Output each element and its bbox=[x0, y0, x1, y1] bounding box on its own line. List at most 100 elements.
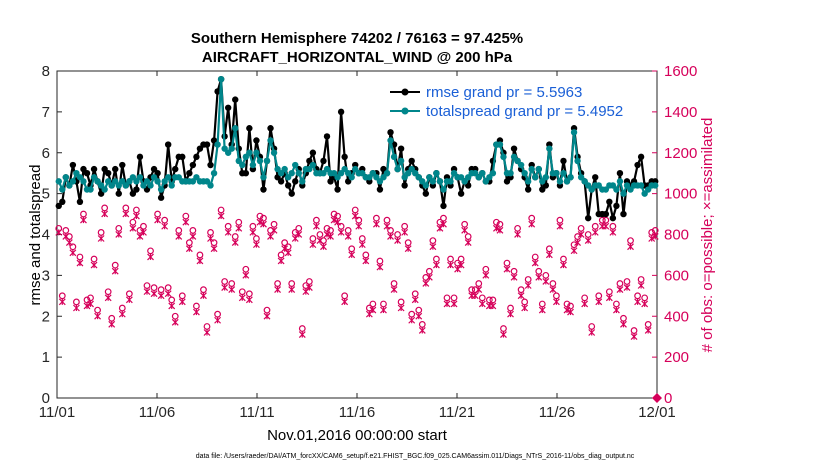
spread-point bbox=[80, 178, 87, 185]
obs-assimilated-marker bbox=[627, 243, 634, 251]
obs-assimilated-marker bbox=[560, 261, 567, 269]
obs-possible-marker bbox=[538, 300, 546, 308]
obs-possible-marker bbox=[595, 292, 603, 300]
y-tick-label-left: 7 bbox=[42, 104, 50, 121]
rmse-point bbox=[133, 186, 140, 193]
plot-frame bbox=[56, 70, 658, 399]
spread-point bbox=[281, 165, 288, 173]
obs-possible-marker bbox=[496, 220, 504, 228]
obs-assimilated-marker bbox=[496, 226, 504, 234]
obs-assimilated-marker bbox=[422, 280, 430, 287]
obs-possible-marker bbox=[574, 233, 581, 240]
obs-possible-marker bbox=[161, 216, 169, 224]
rmse-point bbox=[592, 174, 599, 181]
rmse-point bbox=[119, 161, 126, 169]
spread-point bbox=[270, 149, 278, 156]
spread-point bbox=[228, 145, 235, 152]
spread-point bbox=[535, 165, 542, 173]
rmse-point bbox=[59, 198, 66, 205]
obs-assimilated-marker bbox=[440, 220, 447, 228]
obs-assimilated-marker bbox=[185, 245, 193, 253]
obs-possible-marker bbox=[373, 214, 380, 222]
obs-possible-marker bbox=[253, 235, 260, 242]
obs-assimilated-marker bbox=[641, 300, 649, 308]
x-tick-label: 11/11 bbox=[239, 404, 274, 421]
obs-possible-marker bbox=[404, 239, 412, 247]
obs-assimilated-marker bbox=[80, 216, 87, 224]
obs-possible-marker bbox=[83, 296, 91, 304]
rmse-point bbox=[401, 182, 408, 189]
spread-point bbox=[62, 174, 70, 181]
rmse-point bbox=[616, 169, 624, 177]
obs-assimilated-marker bbox=[609, 228, 617, 236]
obs-assimilated-marker bbox=[122, 210, 130, 218]
obs-possible-marker bbox=[270, 220, 278, 228]
obs-assimilated-marker bbox=[401, 228, 409, 236]
obs-assimilated-marker bbox=[143, 288, 151, 296]
obs-assimilated-marker bbox=[651, 233, 659, 240]
obs-possible-marker bbox=[454, 259, 461, 267]
spread-point bbox=[157, 186, 165, 193]
obs-assimilated-marker bbox=[320, 243, 327, 251]
obs-assimilated-marker bbox=[94, 312, 102, 320]
rmse-point bbox=[457, 190, 465, 197]
spread-point bbox=[299, 178, 306, 185]
rmse-point bbox=[83, 169, 91, 177]
obs-possible-marker bbox=[510, 267, 518, 275]
obs-possible-marker bbox=[231, 233, 239, 240]
obs-assimilated-marker bbox=[447, 261, 454, 269]
series-lines bbox=[55, 75, 659, 222]
y-tick-label-left: 5 bbox=[42, 186, 50, 203]
obs-possible-marker bbox=[563, 300, 571, 308]
obs-possible-marker bbox=[570, 241, 578, 249]
obs-assimilated-marker bbox=[637, 282, 645, 289]
obs-possible-marker bbox=[493, 218, 500, 226]
rmse-point bbox=[189, 161, 197, 169]
obs-assimilated-marker bbox=[132, 212, 140, 220]
obs-possible-marker bbox=[214, 310, 221, 318]
spread-point bbox=[239, 161, 246, 169]
spread-point bbox=[479, 169, 486, 177]
rmse-point bbox=[224, 104, 232, 111]
obs-possible-marker bbox=[362, 251, 370, 259]
spread-point bbox=[394, 165, 401, 173]
rmse-point bbox=[440, 202, 447, 210]
obs-possible-marker bbox=[602, 216, 610, 224]
obs-possible-marker bbox=[228, 280, 236, 287]
obs-assimilated-marker bbox=[274, 286, 282, 294]
legend: rmse grand pr = 5.5963 totalspread grand… bbox=[390, 84, 623, 120]
obs-assimilated-marker bbox=[538, 306, 546, 314]
obs-possible-marker bbox=[440, 214, 447, 222]
obs-possible-marker bbox=[104, 288, 112, 296]
obs-possible-marker bbox=[203, 323, 211, 330]
obs-assimilated-marker bbox=[101, 210, 109, 218]
obs-possible-marker bbox=[323, 224, 331, 232]
y-tick-label-left: 0 bbox=[42, 390, 50, 407]
y-tick-label-left: 1 bbox=[42, 349, 50, 366]
rmse-point bbox=[334, 186, 341, 193]
spread-point bbox=[532, 174, 539, 181]
obs-assimilated-marker bbox=[648, 235, 656, 242]
y-axis-label-left: rmse and totalspread bbox=[27, 165, 44, 306]
rmse-point bbox=[157, 194, 165, 201]
obs-assimilated-marker bbox=[231, 239, 239, 247]
spread-point bbox=[263, 157, 271, 165]
obs-possible-marker bbox=[185, 239, 193, 247]
obs-possible-marker bbox=[94, 306, 101, 314]
spread-point bbox=[253, 149, 260, 156]
spread-point bbox=[136, 174, 144, 181]
y-tick-label-left: 6 bbox=[42, 145, 50, 162]
obs-possible-marker bbox=[383, 216, 391, 224]
y-tick-label-right: 0 bbox=[664, 390, 672, 407]
obs-possible-marker bbox=[577, 224, 585, 232]
obs-possible-marker bbox=[115, 224, 123, 232]
obs-possible-marker bbox=[613, 300, 620, 308]
spread-point bbox=[560, 169, 567, 177]
spread-point bbox=[433, 169, 440, 177]
spread-point bbox=[69, 178, 77, 185]
obs-possible-marker bbox=[337, 222, 345, 230]
obs-possible-marker bbox=[457, 255, 465, 263]
obs-assimilated-marker bbox=[390, 286, 398, 294]
obs-assimilated-marker bbox=[334, 218, 342, 226]
obs-possible-marker bbox=[627, 237, 634, 245]
